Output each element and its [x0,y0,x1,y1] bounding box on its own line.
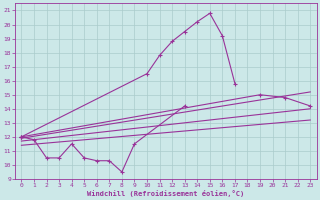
X-axis label: Windchill (Refroidissement éolien,°C): Windchill (Refroidissement éolien,°C) [87,190,244,197]
